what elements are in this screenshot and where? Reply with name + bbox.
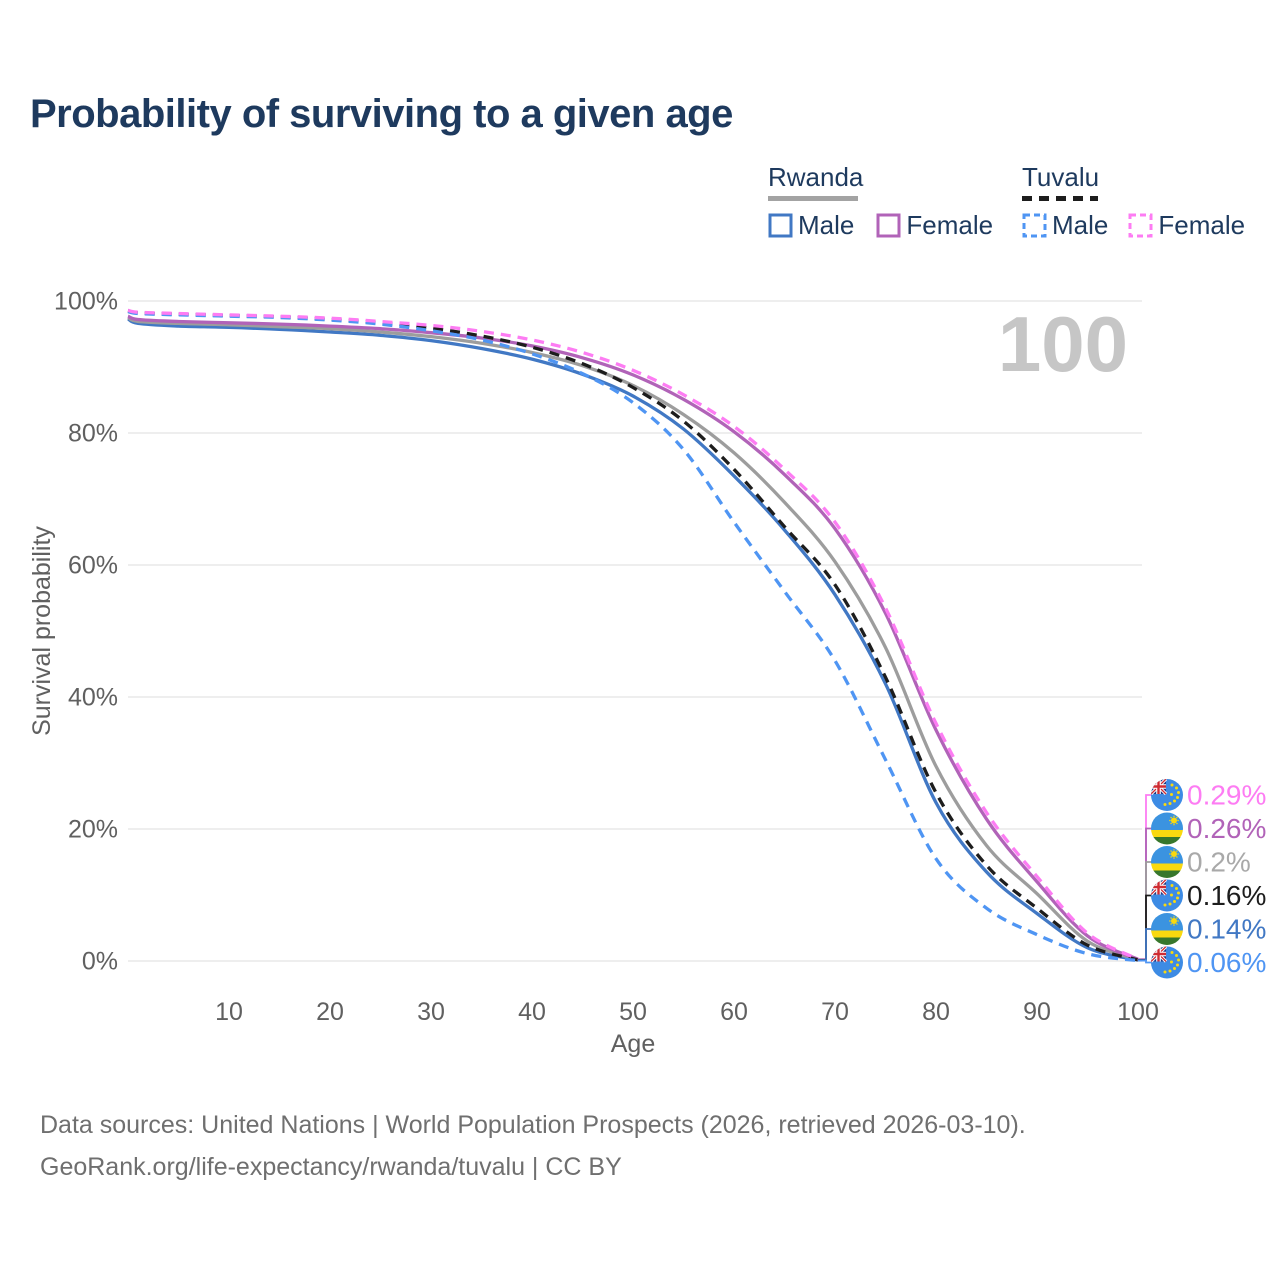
x-tick-label-60: 60 [720,998,748,1026]
rwanda-flag-icon [1151,813,1183,845]
legend-item-tuvalu-male[interactable]: Male [1022,210,1108,241]
x-tick-label-30: 30 [417,998,445,1026]
x-tick-label-50: 50 [619,998,647,1026]
y-tick-label-40: 40% [68,684,118,712]
x-tick-label-80: 80 [922,998,950,1026]
legend-item-label: Female [1158,210,1246,240]
caption-line-1: Data sources: United Nations | World Pop… [40,1111,1026,1139]
page-title: Probability of surviving to a given age [30,92,733,136]
y-axis-title: Survival probability [28,526,56,736]
legend-item-label: Male [798,210,855,240]
legend-swatch-tuvalu-male-icon [1022,213,1047,238]
end-value-label-rwanda-female: 0.26% [1187,813,1266,844]
end-connector-tuvalu-female [1138,794,1152,960]
end-value-label-tuvalu-male: 0.06% [1187,947,1266,978]
legend-underline-tuvalu-dashed [1022,196,1098,201]
end-value-label-rwanda-male: 0.14% [1187,914,1266,945]
watermark-layer: 100 [998,300,1128,388]
legend-swatch-tuvalu-female-icon [1128,213,1153,238]
legend-swatch-rwanda-female-icon [876,213,901,238]
legend-underline-rwanda-solid [768,196,858,201]
data-source-caption: Data sources: United Nations | World Pop… [40,1104,1026,1188]
rwanda-flag-icon [1151,913,1183,945]
legend-item-label: Female [906,210,994,240]
axis-labels-layer: 0% 20% 40% 60% 80% 100% 10 20 30 40 50 60 70 80 90 100 A… [28,288,1159,1059]
x-tick-label-90: 90 [1023,998,1051,1026]
curve-rwanda-all [127,315,1139,962]
x-tick-label-40: 40 [518,998,546,1026]
curve-rwanda-female [127,314,1139,961]
legend-group-tuvalu: Tuvalu Male Female [1022,162,1245,241]
x-axis-title: Age [611,1030,655,1058]
end-connector-tuvalu-all [1138,894,1152,961]
end-value-label-tuvalu-all: 0.16% [1187,880,1266,911]
curve-tuvalu-female [127,308,1139,961]
curve-rwanda-male [127,317,1139,962]
legend-item-rwanda-male[interactable]: Male [768,210,854,241]
y-tick-label-80: 80% [68,420,118,448]
legend-group-rwanda: Rwanda Male Female [768,162,993,241]
curve-tuvalu-male [127,309,1139,963]
x-tick-label-70: 70 [821,998,849,1026]
y-tick-label-100: 100% [54,288,118,316]
end-connector-rwanda-male [1138,928,1152,961]
end-labels-layer: 0.29%0.26%0.2%0.16%0.14%0.06% [1138,779,1266,979]
curve-tuvalu-all [127,309,1139,962]
x-tick-label-100: 100 [1117,998,1159,1026]
caption-line-2: GeoRank.org/life-expectancy/rwanda/tuval… [40,1153,622,1181]
gridlines-layer [128,300,1142,962]
y-tick-label-0: 0% [82,948,118,976]
survival-curves-layer [127,308,1139,963]
x-tick-label-10: 10 [215,998,243,1026]
legend-item-label: Male [1052,210,1109,240]
end-value-label-rwanda-all: 0.2% [1187,847,1251,878]
x-tick-label-20: 20 [316,998,344,1026]
tuvalu-flag-icon [1151,779,1183,811]
rwanda-flag-icon [1151,846,1183,878]
age-watermark: 100 [998,300,1128,388]
end-connector-rwanda-female [1138,827,1152,961]
tuvalu-flag-icon [1151,947,1183,979]
legend-group-title-rwanda: Rwanda [768,162,864,192]
end-connector-rwanda-all [1138,861,1152,961]
tuvalu-flag-icon [1151,880,1183,912]
y-tick-label-60: 60% [68,552,118,580]
end-connector-tuvalu-male [1138,959,1152,964]
legend-item-rwanda-female[interactable]: Female [876,210,993,241]
end-value-label-tuvalu-female: 0.29% [1187,780,1266,811]
y-tick-label-20: 20% [68,816,118,844]
legend-group-title-tuvalu: Tuvalu [1022,162,1100,192]
legend-item-tuvalu-female[interactable]: Female [1128,210,1245,241]
legend-swatch-rwanda-male-icon [768,213,793,238]
